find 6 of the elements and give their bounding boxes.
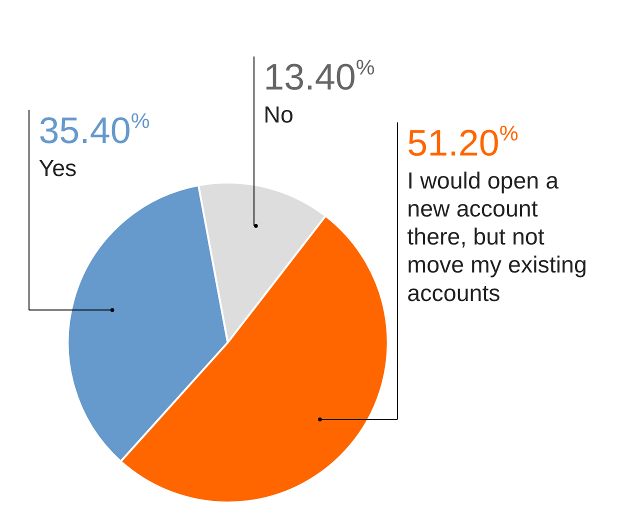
slice-label: No [264,101,294,128]
data-label: 35.40$^{%}$ [38,109,150,151]
slice-label: I would open a new account there, but not move my existing accounts [407,167,587,306]
data-label: 13.40$^{%}$ [264,56,375,98]
slice-label: Yes [38,154,77,181]
data-label: 51.20$^{%}$ [407,122,518,164]
